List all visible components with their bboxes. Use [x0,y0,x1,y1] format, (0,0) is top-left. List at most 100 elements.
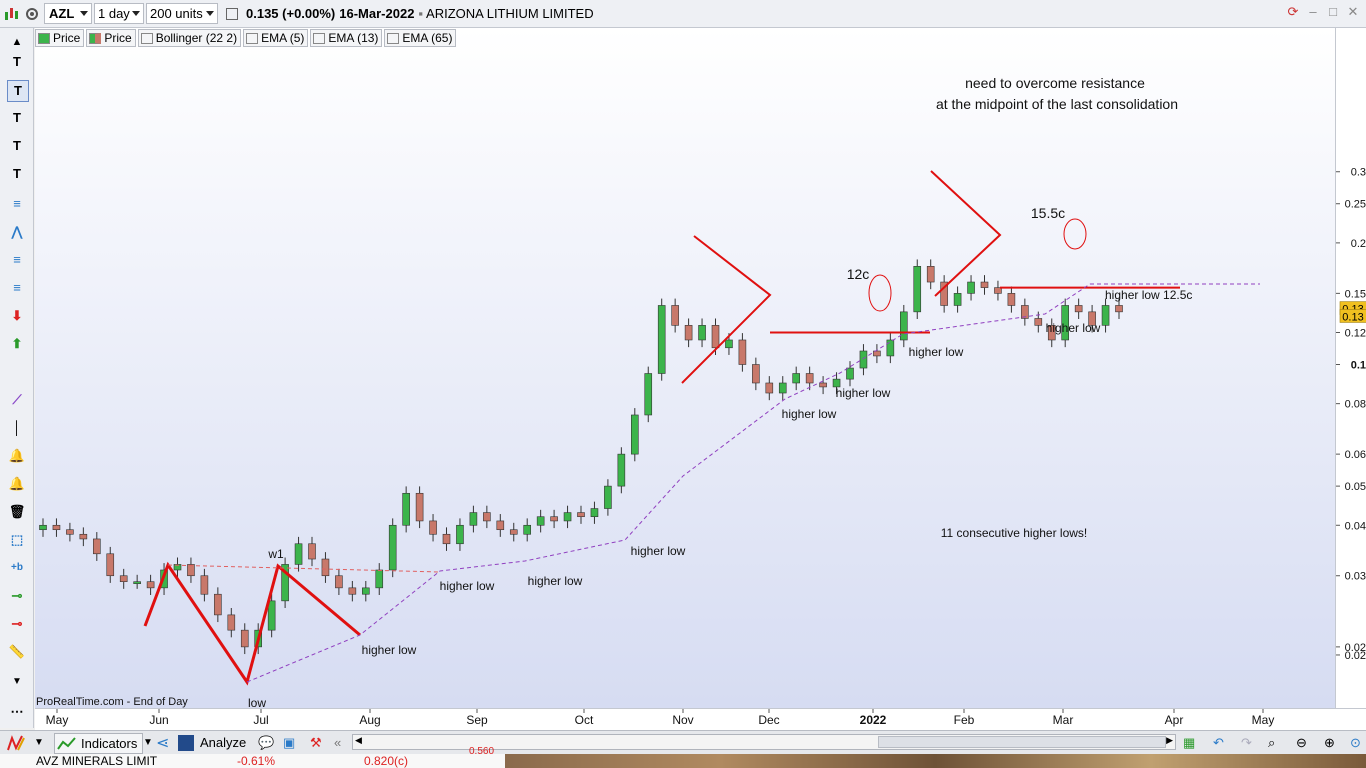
maximize-icon[interactable]: □ [1329,4,1337,19]
screener-icon[interactable]: ▣ [283,734,296,750]
horizontal-line-icon[interactable]: ⊸ [11,588,23,603]
legend-price-down[interactable]: Price [86,29,136,47]
formula-icon[interactable]: +b [11,562,23,573]
scroll-right-icon[interactable]: ▶ [1166,735,1173,745]
candle-body [577,512,585,518]
candle-body [1088,311,1096,326]
zoom-fit-icon[interactable]: ⌕ [1268,734,1276,750]
candle-body [388,524,397,571]
collapse-icon[interactable]: ▲ [11,36,23,48]
candle-body [563,512,572,522]
x-axis[interactable]: May Jun Jul Aug Sep Oct Nov Dec 2022 Feb Mar Apr May [35,708,1366,730]
drawings-layer [143,170,1260,686]
trendline-tool-icon[interactable]: ⟋ [12,392,22,407]
annotation-label: higher low 12.5c [1105,288,1192,302]
trading-icon[interactable]: ⚒ [310,734,322,750]
text-tool-icon[interactable]: T [13,110,21,125]
chart-scrollbar[interactable]: ◀ ▶ [352,734,1176,750]
candle-body [509,529,518,535]
candle-body [899,311,908,341]
close-icon[interactable]: ✕ [1347,4,1359,19]
candle-body [940,281,948,306]
alert-bell-icon[interactable]: 🔔 [8,448,26,463]
select-object-icon[interactable]: ⬚ [10,532,24,547]
settings-icon[interactable] [24,3,40,24]
legend-bollinger[interactable]: Bollinger (22 2) [137,29,242,47]
annotation-label: higher low [440,579,495,593]
arrow-down-icon[interactable]: ⬇ [11,308,23,323]
analyze-button[interactable]: Analyze [178,733,246,752]
candle-body [79,533,88,540]
scrollbar-thumb[interactable] [878,736,1166,748]
legend-price-up[interactable]: Price [35,29,85,47]
text-tool-icon[interactable]: T [13,166,21,181]
legend-ema-65[interactable]: EMA (65) [384,29,457,47]
analyze-label: Analyze [200,735,247,750]
indicators-label: Indicators [81,736,138,751]
y-tick-label: 0.15 [1345,288,1366,300]
fan-function-icon[interactable]: ⋀ [11,224,23,239]
legend-label: Bollinger (22 2) [155,31,238,45]
undo-icon[interactable]: ↶ [1213,734,1224,750]
legend-label: Price [104,31,132,45]
period-text: 1 day [98,6,130,21]
y-axis[interactable]: 0.3 0.25 0.2 0.15 0.12 0.1 0.08 0.06 0.05 0.04 0.0… [1335,28,1366,708]
chart-icon[interactable] [3,3,19,24]
symbol-text: AZL [49,6,75,21]
alert-cursor-icon[interactable]: 🔔 [8,476,26,491]
annotation-label: higher low [528,574,583,588]
candle-body [886,339,895,357]
candle-body [52,524,61,531]
chevron-down-icon[interactable]: ▼ [143,737,153,748]
period-selector[interactable]: 1 day [94,3,144,24]
refresh-icon[interactable]: ⟳ [1287,4,1299,19]
y-tick-label: 0.08 [1345,399,1366,411]
candle-body [630,414,639,455]
text-tool-icon[interactable]: T [13,138,21,153]
candle-body [873,350,881,357]
line-function-icon[interactable]: ≡ [13,196,21,211]
channel-function-icon[interactable]: ≡ [13,252,21,267]
candle-body [698,325,706,341]
more-dots-icon[interactable]: ⋯ [10,704,24,719]
ruler-icon[interactable]: 📏 [8,644,26,659]
expand-down-icon[interactable]: ▼ [12,676,22,687]
legend-ema-13[interactable]: EMA (13) [310,29,383,47]
annotation-label: at the midpoint of the last consolidatio… [936,96,1178,112]
watchlist-row[interactable]: AVZ MINERALS LIMIT -0.61% 0.820(c) 0.560 [0,746,1366,768]
drawing-toolbar: ▲ T T T T T ≡ ⋀ ≡ ≡ ⬇ ⬆ ⟋ │ 🔔 🔔 🗑 ⬚ +b ⊸… [0,28,34,728]
annotations-layer: need to overcome resistance at the midpoi… [36,75,1192,710]
zoom-in-icon[interactable]: ⊕ [1324,734,1335,750]
price-chart[interactable]: need to overcome resistance at the midpoi… [35,28,1335,710]
redo-icon[interactable]: ↷ [1241,734,1252,750]
zoom-out-icon[interactable]: ⊖ [1296,734,1307,750]
calendar-icon[interactable]: ▦ [1183,734,1196,750]
candle-body [536,516,545,526]
zoom-reset-icon[interactable]: ⊙ [1350,734,1361,750]
y-tick-label: 0.04 [1345,520,1366,532]
y-tick-label: 0.2 [1351,238,1366,250]
horizontal-segment-icon[interactable]: ⊸ [11,616,23,631]
legend-ema-5[interactable]: EMA (5) [243,29,309,47]
units-selector[interactable]: 200 units [146,3,218,24]
drawing-pencil-icon[interactable] [6,733,26,752]
text-tool-icon[interactable]: T [13,54,21,69]
scroll-left-icon[interactable]: ◀ [355,735,362,745]
symbol-selector[interactable]: AZL [44,3,92,24]
legend-swatch [38,32,50,44]
candle-body [711,325,720,349]
arrow-up-icon[interactable]: ⬆ [11,336,23,351]
bottom-toolbar: ▼ Indicators ▼ ⋖ Analyze 💬 ▣ ⚒ « ◀ ▶ ▦ ↶… [0,730,1366,754]
level-function-icon[interactable]: ≡ [13,280,21,295]
delete-trash-icon[interactable]: 🗑 [8,504,26,519]
candle-body [617,453,626,487]
minimize-icon[interactable]: – [1309,4,1317,19]
vertical-line-icon[interactable]: │ [12,420,22,435]
chat-icon[interactable]: 💬 [258,734,275,750]
share-icon[interactable]: ⋖ [156,734,170,752]
text-box-tool-icon[interactable]: T [7,80,29,102]
price-tag [1339,309,1366,323]
indicators-button[interactable]: Indicators [54,733,144,754]
chevron-down-icon[interactable]: ▼ [34,737,44,748]
collapse-left-icon[interactable]: « [334,735,342,750]
